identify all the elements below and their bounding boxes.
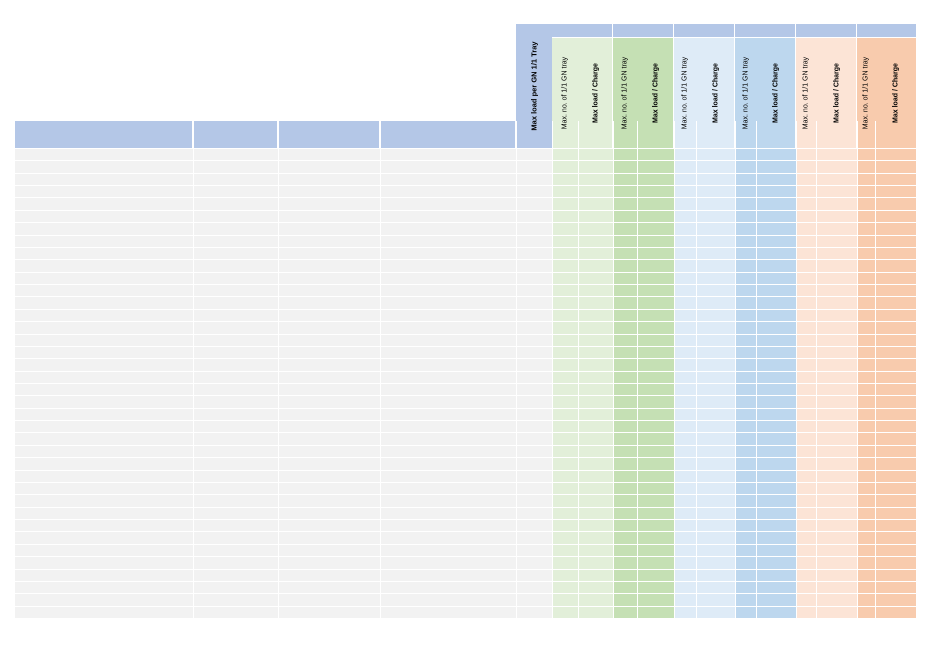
table-row[interactable] xyxy=(15,371,916,372)
group-orange-1-tray-header-label: Max. no. of 1/1 GN tray xyxy=(802,56,810,130)
table-row[interactable] xyxy=(15,160,916,161)
group-orange-1-load-header-label: Max load / Charge xyxy=(833,63,840,123)
header-max-load-per-tray[interactable]: Max load per GN 1/1 Tray xyxy=(516,24,552,148)
group-green-2-load-header-label: Max load / Charge xyxy=(652,63,659,123)
table-row[interactable] xyxy=(15,296,916,297)
table-row[interactable] xyxy=(15,185,916,186)
table-row[interactable] xyxy=(15,507,916,508)
group-blue-2-tray-header-label: Max. no. of 1/1 GN tray xyxy=(742,56,749,130)
group-orange-2-tray-header-label: Max. no. of 1/1 GN tray xyxy=(862,56,870,130)
table-row[interactable] xyxy=(15,432,916,433)
group-blue-1-load-header-label: Max load / Charge xyxy=(712,63,719,123)
table-row[interactable] xyxy=(15,222,916,223)
table-row[interactable] xyxy=(15,519,916,520)
group-orange-1-load-header[interactable]: Max load / Charge xyxy=(816,38,857,148)
table-row[interactable] xyxy=(15,346,916,347)
group-orange-2-group-header[interactable] xyxy=(857,24,916,37)
table-row[interactable] xyxy=(15,358,916,359)
group-blue-1-tray-header-label: Max. no. of 1/1 GN tray xyxy=(681,56,689,130)
group-blue-2-tray-header[interactable]: Max. no. of 1/1 GN tray xyxy=(735,38,756,148)
group-orange-2-load-header[interactable]: Max load / Charge xyxy=(875,38,916,148)
group-green-2-load-header[interactable]: Max load / Charge xyxy=(637,38,674,148)
table-row[interactable] xyxy=(15,383,916,384)
table-row[interactable] xyxy=(15,531,916,532)
table-row[interactable] xyxy=(15,408,916,409)
group-blue-2-load-header-label: Max load / Charge xyxy=(772,63,780,123)
table-row[interactable] xyxy=(15,395,916,396)
group-green-1-group-header[interactable] xyxy=(552,24,613,37)
group-green-2-tray-header-label: Max. no. of 1/1 GN tray xyxy=(621,56,629,130)
group-blue-1-load-header[interactable]: Max load / Charge xyxy=(696,38,735,148)
table-row[interactable] xyxy=(15,606,916,607)
table-row[interactable] xyxy=(15,494,916,495)
table-row[interactable] xyxy=(15,272,916,273)
table-row[interactable] xyxy=(15,593,916,594)
table-row[interactable] xyxy=(15,309,916,310)
header-cell-left-1[interactable] xyxy=(15,121,192,148)
table-row[interactable] xyxy=(15,334,916,335)
header-max-load-per-tray-label: Max load per GN 1/1 Tray xyxy=(529,41,539,131)
group-blue-1-tray-header[interactable]: Max. no. of 1/1 GN tray xyxy=(674,38,696,148)
table-row[interactable] xyxy=(15,247,916,248)
table-row[interactable] xyxy=(15,420,916,421)
group-green-1-load-header-label: Max load / Charge xyxy=(592,63,599,123)
group-green-1-tray-header[interactable]: Max. no. of 1/1 GN tray xyxy=(552,38,578,148)
group-green-1-load-header[interactable]: Max load / Charge xyxy=(578,38,613,148)
group-green-2-tray-header[interactable]: Max. no. of 1/1 GN tray xyxy=(613,38,637,148)
table-row[interactable] xyxy=(15,544,916,545)
table-row[interactable] xyxy=(15,581,916,582)
table-row[interactable] xyxy=(15,470,916,471)
table-row[interactable] xyxy=(15,556,916,557)
table-row[interactable] xyxy=(15,235,916,236)
group-orange-1-tray-header[interactable]: Max. no. of 1/1 GN tray xyxy=(796,38,816,148)
header-cell-left-2[interactable] xyxy=(193,121,277,148)
table-row[interactable] xyxy=(15,148,916,149)
table-row[interactable] xyxy=(15,569,916,570)
table-row[interactable] xyxy=(15,445,916,446)
table-row[interactable] xyxy=(15,259,916,260)
group-orange-1-group-header[interactable] xyxy=(796,24,857,37)
group-orange-2-tray-header[interactable]: Max. no. of 1/1 GN tray xyxy=(857,38,875,148)
header-cell-left-3[interactable] xyxy=(278,121,379,148)
group-blue-2-load-header[interactable]: Max load / Charge xyxy=(756,38,796,148)
table-row[interactable] xyxy=(15,457,916,458)
table-row[interactable] xyxy=(15,197,916,198)
group-blue-1-group-header[interactable] xyxy=(674,24,735,37)
group-orange-2-load-header-label: Max load / Charge xyxy=(892,63,899,123)
header-cell-left-4[interactable] xyxy=(380,121,515,148)
table-row[interactable] xyxy=(15,321,916,322)
table-row[interactable] xyxy=(15,482,916,483)
group-blue-2-group-header[interactable] xyxy=(735,24,796,37)
group-green-2-group-header[interactable] xyxy=(613,24,674,37)
group-green-1-tray-header-label: Max. no. of 1/1 GN tray xyxy=(561,56,569,130)
table-row[interactable] xyxy=(15,173,916,174)
table-row[interactable] xyxy=(15,284,916,285)
table-row[interactable] xyxy=(15,210,916,211)
